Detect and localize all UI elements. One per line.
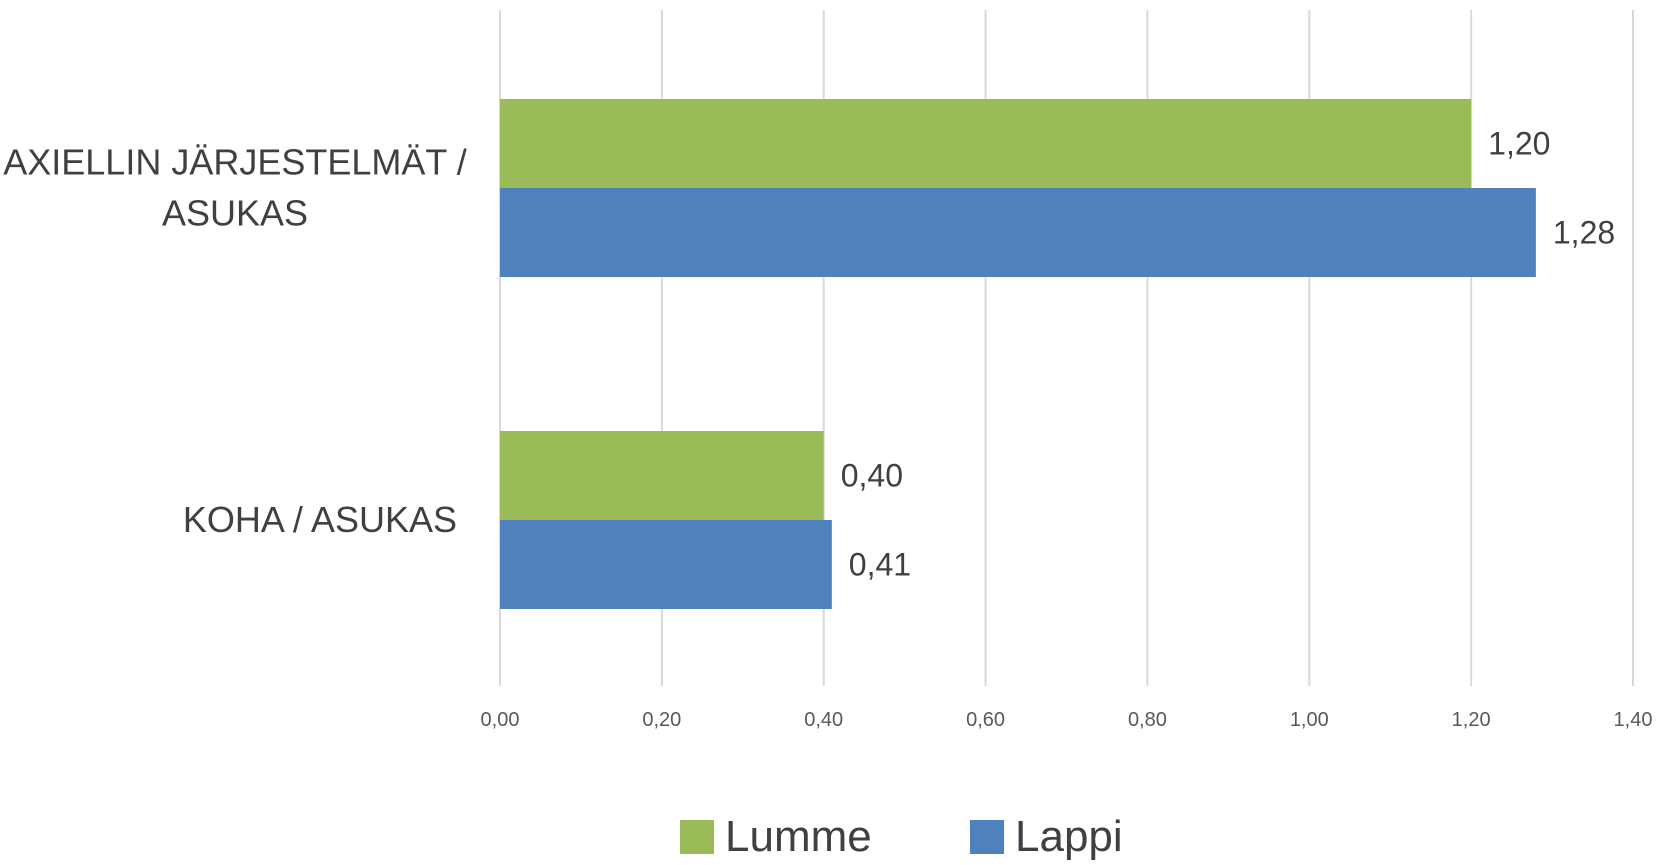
- bar-lappi: [500, 188, 1536, 277]
- x-tick-label: 0,80: [1128, 709, 1167, 731]
- bars: [500, 99, 1536, 609]
- data-label: 1,28: [1553, 215, 1615, 251]
- legend-swatch-lumme: [680, 820, 714, 854]
- x-tick-label: 1,40: [1614, 709, 1653, 731]
- x-tick-label: 0,20: [642, 709, 681, 731]
- legend: Lumme Lappi: [680, 812, 1123, 861]
- category-label: ASUKAS: [162, 193, 308, 234]
- x-tick-label: 0,00: [481, 709, 520, 731]
- data-label: 0,41: [849, 547, 911, 583]
- bar-lumme: [500, 431, 824, 520]
- x-tick-label: 1,20: [1452, 709, 1491, 731]
- legend-label-lappi: Lappi: [1015, 812, 1123, 861]
- x-tick-label: 1,00: [1290, 709, 1329, 731]
- legend-label-lumme: Lumme: [725, 812, 872, 861]
- data-label: 0,40: [841, 458, 903, 494]
- x-tick-label: 0,60: [966, 709, 1005, 731]
- x-tick-label: 0,40: [804, 709, 843, 731]
- bar-lappi: [500, 520, 832, 609]
- category-label: AXIELLIN JÄRJESTELMÄT /: [3, 142, 466, 183]
- bar-lumme: [500, 99, 1472, 188]
- labels: 0,00 0,20 0,40 0,60 0,80 1,00 1,20 1,40 AXIELLIN…: [3, 126, 1652, 732]
- data-label: 1,20: [1488, 126, 1550, 162]
- category-label: KOHA / ASUKAS: [183, 499, 457, 540]
- legend-swatch-lappi: [970, 820, 1004, 854]
